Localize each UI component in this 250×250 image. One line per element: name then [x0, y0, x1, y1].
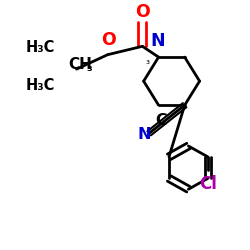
Text: H₃C: H₃C: [26, 78, 55, 94]
Text: H₃C: H₃C: [26, 40, 55, 55]
Text: N: N: [150, 32, 165, 50]
Text: ₃: ₃: [146, 56, 150, 66]
Text: O: O: [135, 3, 150, 21]
Text: CH: CH: [68, 57, 92, 72]
Text: ₃: ₃: [86, 61, 92, 74]
Text: N: N: [138, 127, 151, 142]
Text: O: O: [102, 31, 116, 49]
Text: Cl: Cl: [199, 175, 217, 193]
Text: C: C: [155, 113, 167, 128]
